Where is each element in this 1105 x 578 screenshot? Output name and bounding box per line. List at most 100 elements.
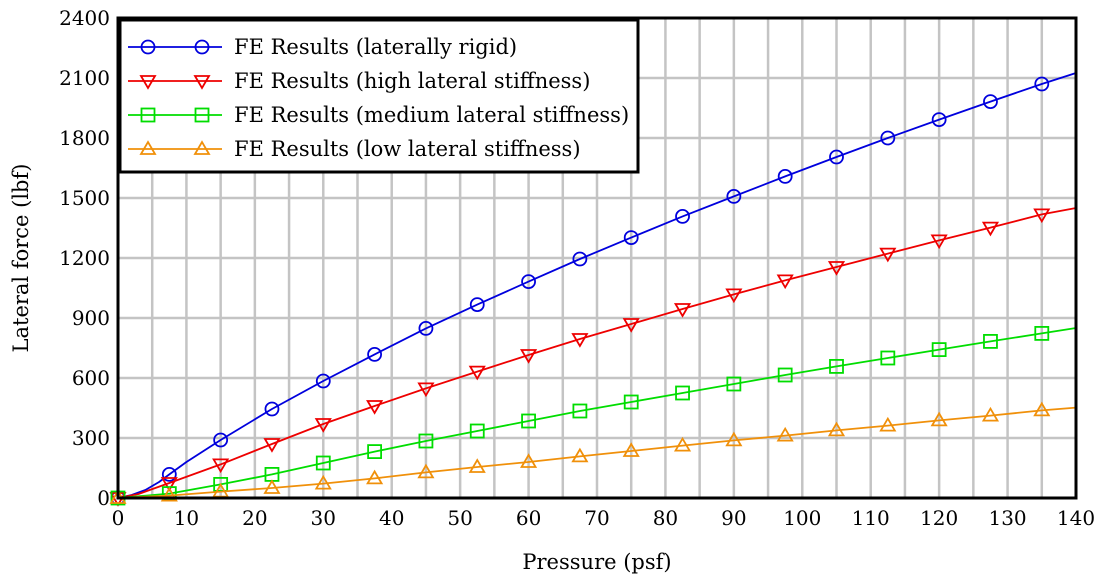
data-point	[263, 479, 281, 494]
x-tick-label: 120	[920, 506, 958, 530]
data-point	[622, 318, 640, 333]
data-point	[1034, 325, 1050, 341]
legend-box	[118, 18, 640, 174]
legend-marker	[139, 75, 157, 90]
data-point	[827, 421, 846, 437]
data-point	[1033, 401, 1051, 417]
data-point	[675, 385, 690, 401]
data-point	[366, 400, 384, 415]
data-point	[366, 469, 384, 485]
data-point	[623, 230, 639, 246]
data-point	[469, 297, 485, 313]
x-tick-label: 90	[721, 506, 746, 530]
data-point	[776, 274, 794, 290]
data-point	[315, 455, 331, 471]
y-axis-label: Lateral force (lbf)	[9, 164, 33, 353]
data-point	[622, 442, 640, 457]
y-tick-label: 1500	[59, 186, 110, 210]
y-tick-label: 1200	[59, 246, 110, 270]
data-point	[571, 447, 589, 463]
x-tick-label: 140	[1057, 506, 1095, 530]
data-point	[367, 346, 383, 362]
data-point	[263, 438, 281, 453]
x-axis-label: Pressure (psf)	[522, 550, 671, 574]
data-point	[983, 94, 998, 109]
data-point	[212, 458, 230, 474]
data-point	[468, 365, 486, 381]
legend-marker	[194, 39, 210, 55]
data-point	[673, 436, 692, 452]
data-point	[161, 466, 177, 482]
legend-marker	[139, 140, 157, 155]
data-point	[879, 247, 897, 263]
data-point	[521, 413, 536, 429]
y-tick-label: 900	[72, 306, 110, 330]
data-point	[571, 333, 589, 348]
data-point	[879, 416, 897, 432]
data-point	[726, 376, 742, 392]
series-1	[110, 72, 1077, 506]
data-point	[160, 486, 178, 502]
legend-marker	[140, 39, 156, 55]
data-point	[1034, 76, 1050, 92]
data-point	[981, 406, 1000, 422]
legend-entry: FE Results (medium lateral stiffness)	[128, 103, 629, 127]
y-tick-label: 300	[72, 426, 110, 450]
legend-marker	[193, 140, 211, 155]
data-point	[725, 431, 743, 447]
data-point	[520, 453, 538, 468]
x-tick-label: 40	[379, 506, 404, 530]
legend-entry: FE Results (laterally rigid)	[128, 35, 517, 59]
x-tick-label: 10	[174, 506, 199, 530]
series-line	[117, 406, 1077, 499]
legend-marker	[194, 107, 210, 123]
x-tick-label: 130	[988, 506, 1026, 530]
legend-label: FE Results (high lateral stiffness)	[234, 69, 590, 93]
data-point	[983, 333, 998, 349]
data-point	[314, 418, 332, 433]
data-point	[418, 320, 434, 336]
data-point	[314, 474, 332, 490]
y-tick-label: 1800	[59, 126, 110, 150]
data-point	[827, 261, 846, 276]
data-point	[418, 433, 434, 449]
legend: FE Results (laterally rigid) FE Results (…	[118, 18, 640, 174]
data-point	[880, 350, 896, 366]
data-point	[264, 401, 280, 417]
x-tick-label: 110	[852, 506, 890, 530]
data-point	[623, 394, 639, 410]
legend-label: FE Results (laterally rigid)	[234, 35, 517, 59]
data-point	[931, 112, 947, 127]
x-tick-label: 20	[242, 506, 267, 530]
x-tick-label: 80	[653, 506, 678, 530]
y-tick-label: 2100	[59, 66, 110, 90]
legend-label: FE Results (medium lateral stiffness)	[234, 103, 629, 127]
legend-marker	[140, 107, 156, 123]
data-point	[931, 342, 947, 358]
data-point	[725, 288, 743, 304]
data-point	[726, 188, 742, 204]
legend-marker	[193, 75, 211, 90]
data-point	[777, 367, 793, 383]
data-point	[829, 358, 844, 374]
legend-entry: FE Results (low lateral stiffness)	[128, 137, 581, 161]
data-point	[417, 382, 435, 398]
x-tick-labels: 0 10 20 30 40 50 60 70 80 90 100 110 120 130 140	[112, 506, 1095, 530]
series-3	[110, 325, 1077, 506]
data-point	[160, 477, 178, 492]
series-2	[109, 207, 1077, 507]
series-line	[117, 72, 1077, 499]
data-point	[776, 426, 794, 442]
y-tick-labels: 0 300 600 900 1200 1500 1800 2100 2400	[59, 6, 110, 510]
series-4	[109, 401, 1077, 504]
legend-label: FE Results (low lateral stiffness)	[234, 137, 581, 161]
data-point	[469, 423, 485, 439]
data-point	[367, 444, 383, 460]
legend-entry: FE Results (high lateral stiffness)	[128, 69, 590, 93]
data-point	[880, 130, 896, 146]
series-line	[117, 207, 1077, 499]
data-point	[1033, 208, 1051, 224]
data-point	[673, 303, 692, 318]
x-tick-label: 70	[584, 506, 609, 530]
